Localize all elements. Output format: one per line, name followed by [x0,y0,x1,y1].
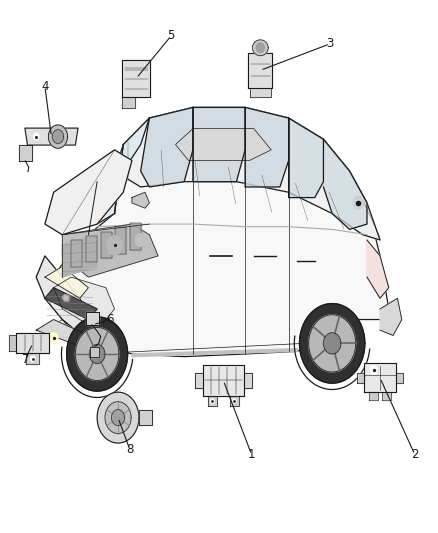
Text: 8: 8 [126,443,134,456]
Polygon shape [364,364,396,392]
Polygon shape [49,125,67,148]
Polygon shape [101,231,112,258]
Circle shape [353,197,364,209]
Circle shape [370,366,377,374]
Polygon shape [357,373,364,383]
Polygon shape [62,235,97,277]
Text: 3: 3 [326,37,334,50]
Polygon shape [139,410,152,425]
Polygon shape [36,319,88,346]
Text: 2: 2 [411,448,419,461]
Polygon shape [230,397,239,406]
Polygon shape [45,108,389,357]
Circle shape [233,399,236,403]
Polygon shape [97,392,139,443]
Polygon shape [132,192,149,208]
Polygon shape [323,139,367,229]
Polygon shape [36,256,97,341]
Polygon shape [116,227,126,254]
Text: 7: 7 [21,353,29,366]
Polygon shape [369,392,378,400]
Polygon shape [323,333,341,354]
Text: 4: 4 [41,80,49,93]
Text: 6: 6 [106,313,114,326]
Polygon shape [90,347,99,357]
Polygon shape [75,327,119,381]
Polygon shape [86,312,99,325]
Circle shape [49,333,58,343]
Circle shape [31,356,35,361]
Polygon shape [130,223,141,249]
Polygon shape [396,373,403,383]
Polygon shape [250,87,271,97]
Polygon shape [203,365,244,397]
Polygon shape [105,402,131,433]
Text: 1: 1 [248,448,255,461]
Polygon shape [62,295,69,301]
Polygon shape [26,353,39,364]
Circle shape [211,399,214,403]
Polygon shape [9,335,16,351]
Polygon shape [52,130,64,143]
Polygon shape [132,349,297,357]
Polygon shape [112,410,124,425]
Polygon shape [71,240,82,266]
Circle shape [107,236,122,255]
Polygon shape [45,150,132,235]
Polygon shape [300,304,365,383]
Polygon shape [256,43,264,53]
Polygon shape [62,224,158,277]
Polygon shape [115,108,380,240]
Polygon shape [45,288,97,319]
Polygon shape [208,397,217,406]
Polygon shape [382,392,391,400]
Polygon shape [193,108,245,182]
Polygon shape [19,145,32,161]
Polygon shape [244,373,252,389]
Polygon shape [367,240,389,298]
Polygon shape [16,333,49,353]
Polygon shape [53,277,115,330]
Polygon shape [122,60,150,97]
Polygon shape [176,128,271,160]
Polygon shape [195,373,203,389]
Polygon shape [245,108,289,187]
Polygon shape [289,118,323,198]
Polygon shape [86,236,97,262]
Polygon shape [309,315,356,372]
Polygon shape [89,344,105,364]
Polygon shape [45,266,88,298]
Polygon shape [141,108,193,187]
Circle shape [34,133,39,140]
Polygon shape [122,97,135,109]
Polygon shape [253,40,268,56]
Polygon shape [380,298,402,335]
Polygon shape [248,53,272,87]
Polygon shape [67,317,127,391]
Text: 5: 5 [167,29,175,42]
Polygon shape [97,118,149,224]
Circle shape [135,233,146,246]
Polygon shape [25,128,78,145]
